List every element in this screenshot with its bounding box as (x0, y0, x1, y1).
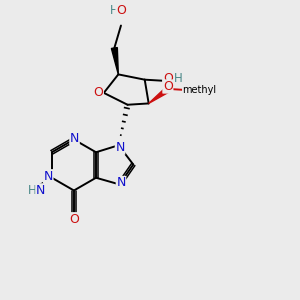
Text: O: O (163, 72, 173, 85)
Text: N: N (116, 176, 126, 189)
Text: N: N (44, 170, 53, 183)
Text: O: O (116, 4, 126, 17)
Text: O: O (69, 213, 79, 226)
Text: methyl: methyl (182, 85, 217, 94)
Polygon shape (111, 47, 118, 74)
Text: O: O (163, 80, 173, 93)
Text: H: H (110, 4, 118, 17)
Text: N: N (36, 184, 45, 197)
Text: H: H (174, 72, 183, 85)
Text: N: N (70, 131, 79, 145)
Text: N: N (116, 141, 125, 154)
Text: O: O (94, 86, 103, 99)
Text: H: H (28, 184, 37, 197)
Polygon shape (149, 86, 170, 103)
